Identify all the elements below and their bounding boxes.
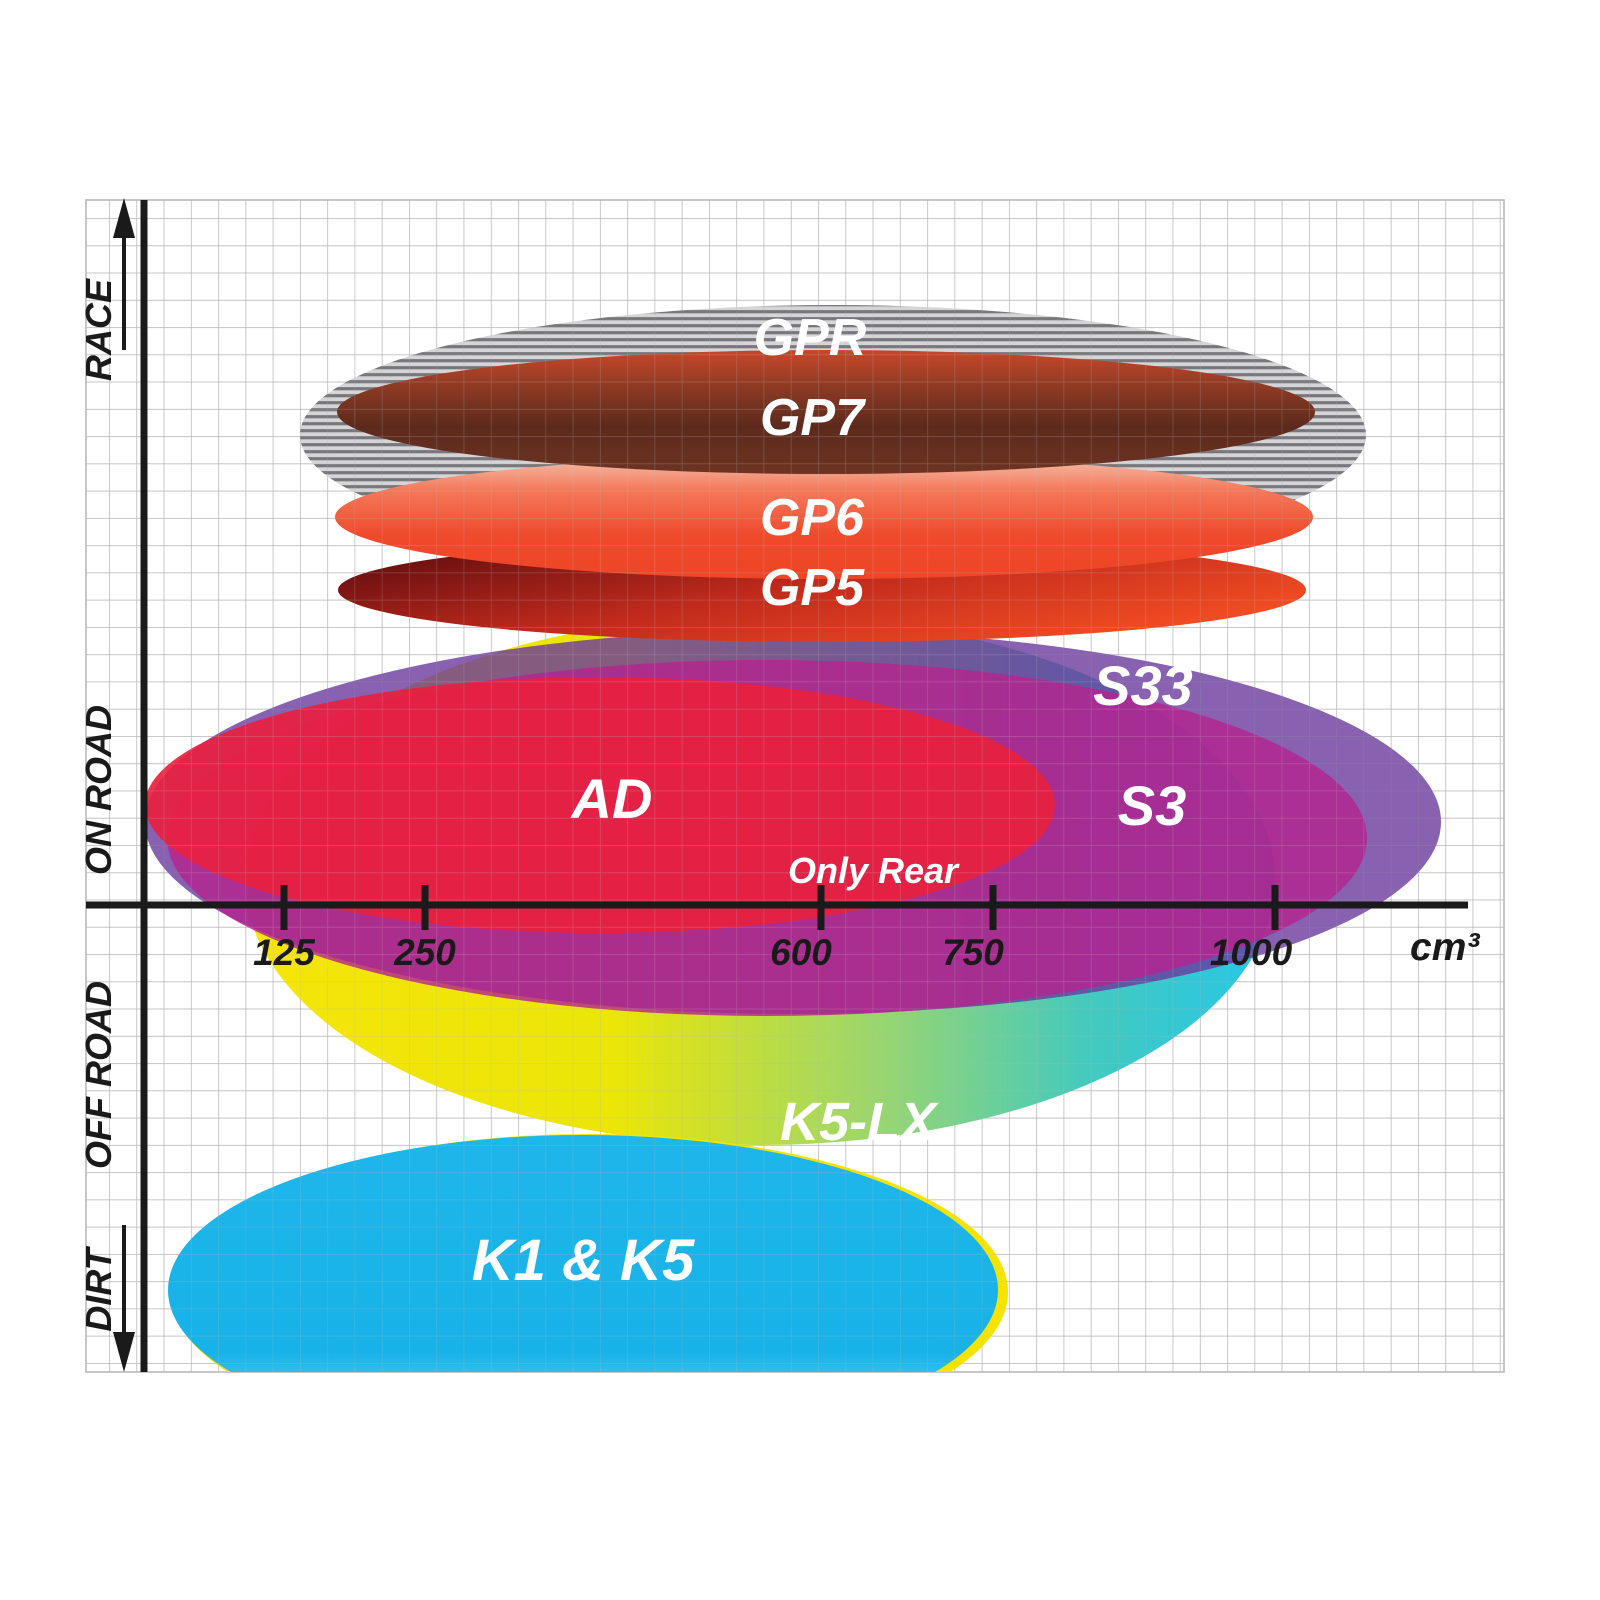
y-band-label-dirt: DIRT	[78, 1245, 119, 1331]
region-label-gp7: GP7	[760, 389, 866, 447]
dirt-down-arrow-icon	[113, 1225, 135, 1372]
region-label-gpr: GPR	[754, 309, 867, 367]
x-axis-unit-text: cm³	[1410, 926, 1480, 969]
region-label-s33: S33	[1093, 654, 1193, 717]
region-label-k5lx: K5-LX	[780, 1092, 939, 1152]
y-band-label-race: RACE	[78, 278, 119, 381]
x-axis-ticks	[280, 885, 1279, 930]
x-tick-label-125: 125	[253, 932, 316, 973]
axis-lines	[86, 200, 1468, 1372]
y-band-label-onroad: ON ROAD	[78, 705, 119, 875]
region-label-k1k5: K1 & K5	[472, 1228, 695, 1293]
region-label-gp5: GP5	[760, 559, 865, 617]
x-tick-label-1000: 1000	[1210, 932, 1293, 973]
region-label-s3: S3	[1118, 774, 1187, 837]
y-band-label-offroad: OFF ROAD	[78, 981, 119, 1169]
region-label-gp6: GP6	[760, 489, 865, 547]
x-tick-label-600: 600	[770, 932, 832, 973]
region-label-ad: AD	[570, 767, 653, 830]
region-label-only-rear: Only Rear	[788, 850, 960, 891]
race-up-arrow-icon	[113, 198, 135, 350]
x-tick-label-750: 750	[942, 932, 1004, 973]
x-axis-unit-label: cm³	[1410, 926, 1480, 969]
x-tick-label-250: 250	[393, 932, 456, 973]
